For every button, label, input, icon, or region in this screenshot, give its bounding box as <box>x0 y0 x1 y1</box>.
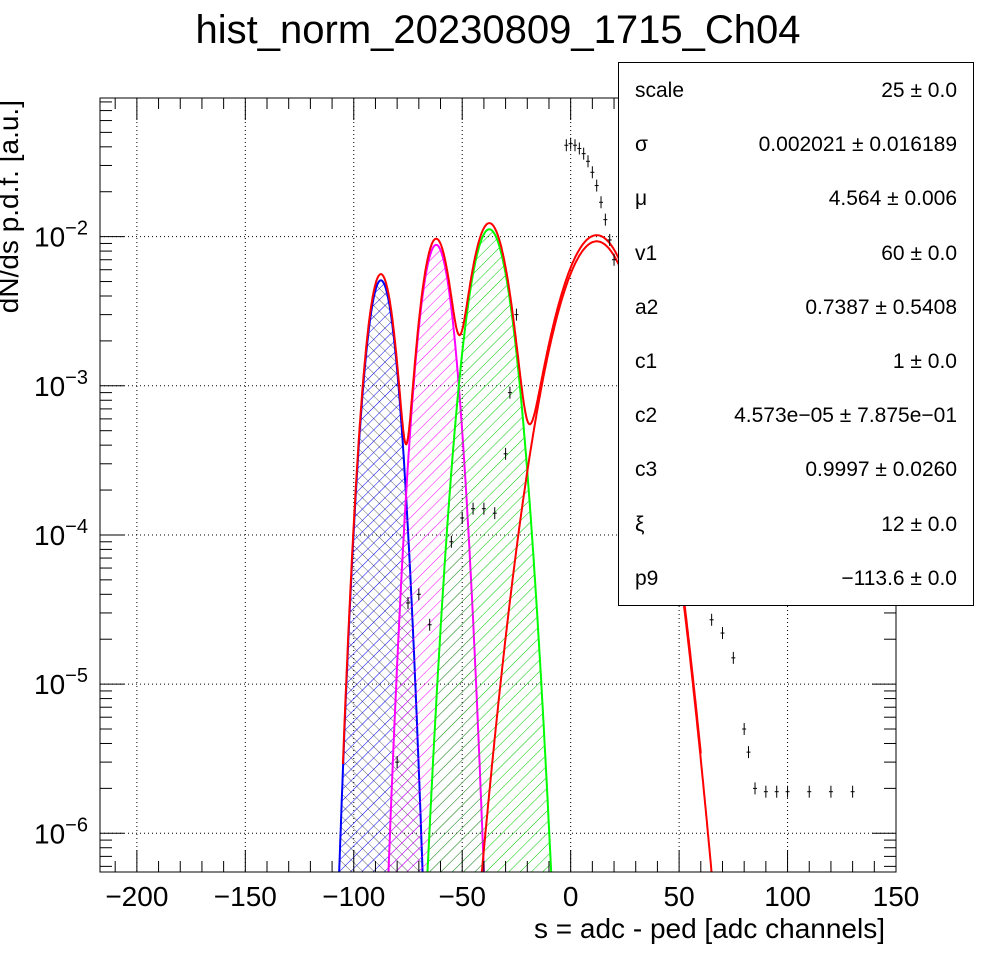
stat-value: 4.564 ± 0.006 <box>828 187 957 211</box>
stat-name: c3 <box>635 458 658 482</box>
fit-area <box>425 229 553 872</box>
stat-name: v1 <box>635 241 658 265</box>
stat-value: 0.7387 ± 0.5408 <box>805 295 957 319</box>
chart-title: hist_norm_20230809_1715_Ch04 <box>195 8 801 52</box>
y-tick-label: 10−3 <box>34 367 88 402</box>
stat-value: 60 ± 0.0 <box>881 241 957 265</box>
x-tick-label: −50 <box>438 881 486 912</box>
stat-value: 0.9997 ± 0.0260 <box>805 458 957 482</box>
fit-curves <box>338 222 713 872</box>
x-tick-label: −100 <box>322 881 385 912</box>
stat-name: p9 <box>635 566 659 590</box>
x-tick-label: 50 <box>664 881 695 912</box>
y-tick-label: 10−2 <box>34 218 88 253</box>
stat-row: c2 4.573e−05 ± 7.875e−01 <box>619 404 973 434</box>
stat-value: 12 ± 0.0 <box>881 512 957 536</box>
data-points <box>395 137 855 798</box>
stat-name: ξ <box>635 512 645 536</box>
x-tick-label: −150 <box>214 881 277 912</box>
stat-value: 0.002021 ± 0.016189 <box>758 133 957 157</box>
stat-value: 25 ± 0.0 <box>881 79 957 102</box>
stat-row: c1 1 ± 0.0 <box>619 350 973 380</box>
stat-name: c1 <box>635 350 658 373</box>
stat-row: p9 −113.6 ± 0.0 <box>619 567 973 597</box>
stat-row: c3 0.9997 ± 0.0260 <box>619 458 973 488</box>
y-tick-label: 10−6 <box>34 814 88 849</box>
stat-value: −113.6 ± 0.0 <box>841 566 957 590</box>
stat-row: σ 0.002021 ± 0.016189 <box>619 133 973 163</box>
stat-name: σ <box>635 133 648 157</box>
fit-curve <box>426 228 553 872</box>
x-tick-label: 150 <box>873 881 920 912</box>
stat-name: scale <box>635 79 685 102</box>
stat-name: μ <box>635 187 648 211</box>
stat-name: a2 <box>635 295 659 319</box>
x-tick-label: −200 <box>105 881 168 912</box>
y-tick-label: 10−5 <box>34 665 88 700</box>
stat-name: c2 <box>635 404 658 428</box>
x-axis-label: s = adc - ped [adc channels] <box>534 913 885 944</box>
x-tick-label: 0 <box>563 881 579 912</box>
stat-row: a2 0.7387 ± 0.5408 <box>619 296 973 326</box>
stat-value: 4.573e−05 ± 7.875e−01 <box>734 404 957 428</box>
stat-row: ξ 12 ± 0.0 <box>619 513 973 543</box>
y-axis-label: dN/ds p.d.f. [a.u.] <box>0 100 24 313</box>
stat-row: v1 60 ± 0.0 <box>619 242 973 272</box>
fit-stats-box: scale 25 ± 0.0 σ 0.002021 ± 0.016189 μ 4.564 … <box>618 62 974 606</box>
stat-value: 1 ± 0.0 <box>892 350 957 373</box>
y-tick-label: 10−4 <box>34 516 88 551</box>
x-tick-label: 100 <box>764 881 811 912</box>
stat-row: scale 25 ± 0.0 <box>619 79 973 109</box>
stat-row: μ 4.564 ± 0.006 <box>619 187 973 217</box>
